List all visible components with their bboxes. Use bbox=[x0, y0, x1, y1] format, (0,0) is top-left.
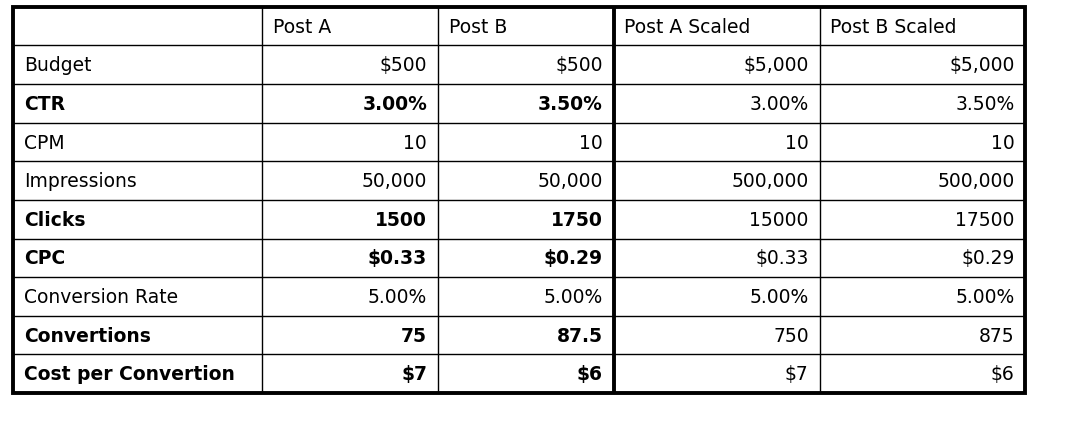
Text: Impressions: Impressions bbox=[24, 172, 137, 191]
Text: 3.00%: 3.00% bbox=[749, 95, 809, 114]
Text: 500,000: 500,000 bbox=[938, 172, 1015, 191]
Text: $500: $500 bbox=[379, 56, 427, 75]
Text: 3.50%: 3.50% bbox=[538, 95, 603, 114]
Text: $0.29: $0.29 bbox=[962, 249, 1015, 268]
Text: Post A Scaled: Post A Scaled bbox=[624, 18, 751, 36]
Text: Clicks: Clicks bbox=[24, 210, 86, 229]
Text: $7: $7 bbox=[785, 365, 809, 383]
Text: 15000: 15000 bbox=[749, 210, 809, 229]
Text: 75: 75 bbox=[401, 326, 427, 345]
Text: $6: $6 bbox=[577, 365, 603, 383]
Text: 50,000: 50,000 bbox=[538, 172, 603, 191]
Text: Budget: Budget bbox=[24, 56, 91, 75]
Text: 10: 10 bbox=[785, 133, 809, 152]
Text: 750: 750 bbox=[773, 326, 809, 345]
Text: $0.33: $0.33 bbox=[756, 249, 809, 268]
Text: 17500: 17500 bbox=[955, 210, 1015, 229]
Text: Convertions: Convertions bbox=[24, 326, 151, 345]
Text: $5,000: $5,000 bbox=[950, 56, 1015, 75]
Text: 1500: 1500 bbox=[375, 210, 427, 229]
Text: 5.00%: 5.00% bbox=[367, 287, 427, 306]
Text: 875: 875 bbox=[979, 326, 1015, 345]
Text: 3.50%: 3.50% bbox=[955, 95, 1015, 114]
Text: $6: $6 bbox=[991, 365, 1015, 383]
Bar bbox=[13, 8, 1025, 393]
Text: CTR: CTR bbox=[24, 95, 65, 114]
Text: 500,000: 500,000 bbox=[732, 172, 809, 191]
Text: $0.29: $0.29 bbox=[543, 249, 603, 268]
Text: 5.00%: 5.00% bbox=[543, 287, 603, 306]
Text: 50,000: 50,000 bbox=[362, 172, 427, 191]
Text: 3.00%: 3.00% bbox=[362, 95, 427, 114]
Text: CPM: CPM bbox=[24, 133, 64, 152]
Text: 5.00%: 5.00% bbox=[749, 287, 809, 306]
Text: 5.00%: 5.00% bbox=[955, 287, 1015, 306]
Text: 10: 10 bbox=[991, 133, 1015, 152]
Text: $7: $7 bbox=[401, 365, 427, 383]
Text: 87.5: 87.5 bbox=[557, 326, 603, 345]
Text: Post A: Post A bbox=[273, 18, 332, 36]
Text: 10: 10 bbox=[403, 133, 427, 152]
Text: Conversion Rate: Conversion Rate bbox=[24, 287, 178, 306]
Text: $0.33: $0.33 bbox=[367, 249, 427, 268]
Text: Cost per Convertion: Cost per Convertion bbox=[24, 365, 235, 383]
Text: CPC: CPC bbox=[24, 249, 65, 268]
Text: $500: $500 bbox=[555, 56, 603, 75]
Text: $5,000: $5,000 bbox=[744, 56, 809, 75]
Text: 1750: 1750 bbox=[551, 210, 603, 229]
Text: Post B Scaled: Post B Scaled bbox=[830, 18, 957, 36]
Text: 10: 10 bbox=[579, 133, 603, 152]
Text: Post B: Post B bbox=[449, 18, 507, 36]
